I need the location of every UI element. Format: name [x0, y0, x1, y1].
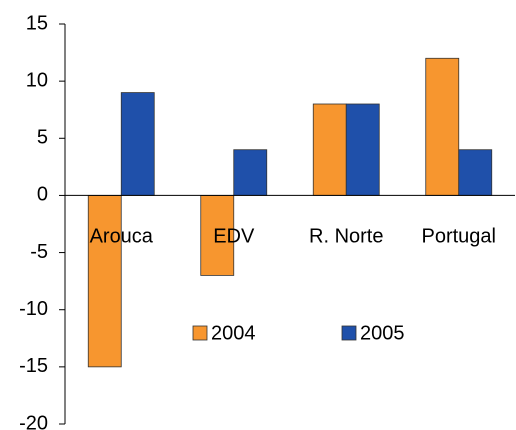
y-tick-label: 5 [37, 127, 48, 149]
bar [458, 149, 493, 196]
y-tick-label: 15 [26, 12, 48, 34]
bar [345, 103, 380, 196]
legend-label: 2004 [211, 322, 256, 344]
legend-swatch [192, 325, 208, 341]
bar [425, 57, 460, 196]
x-tick-label: Arouca [90, 226, 154, 248]
bar [233, 149, 268, 196]
x-tick-label: EDV [213, 226, 255, 248]
y-tick-label: -10 [19, 298, 48, 320]
x-tick-label: R. Norte [309, 226, 383, 248]
y-tick-label: -5 [30, 241, 48, 263]
bar [312, 103, 347, 196]
legend-swatch [341, 325, 357, 341]
y-tick-label: -15 [19, 355, 48, 377]
y-tick-label: 10 [26, 69, 48, 91]
legend-label: 2005 [360, 322, 405, 344]
y-tick-label: -20 [19, 412, 48, 430]
bar [87, 195, 122, 368]
bar [120, 92, 155, 196]
x-tick-label: Portugal [422, 226, 497, 248]
bar [200, 195, 235, 276]
y-tick-label: 0 [37, 184, 48, 206]
